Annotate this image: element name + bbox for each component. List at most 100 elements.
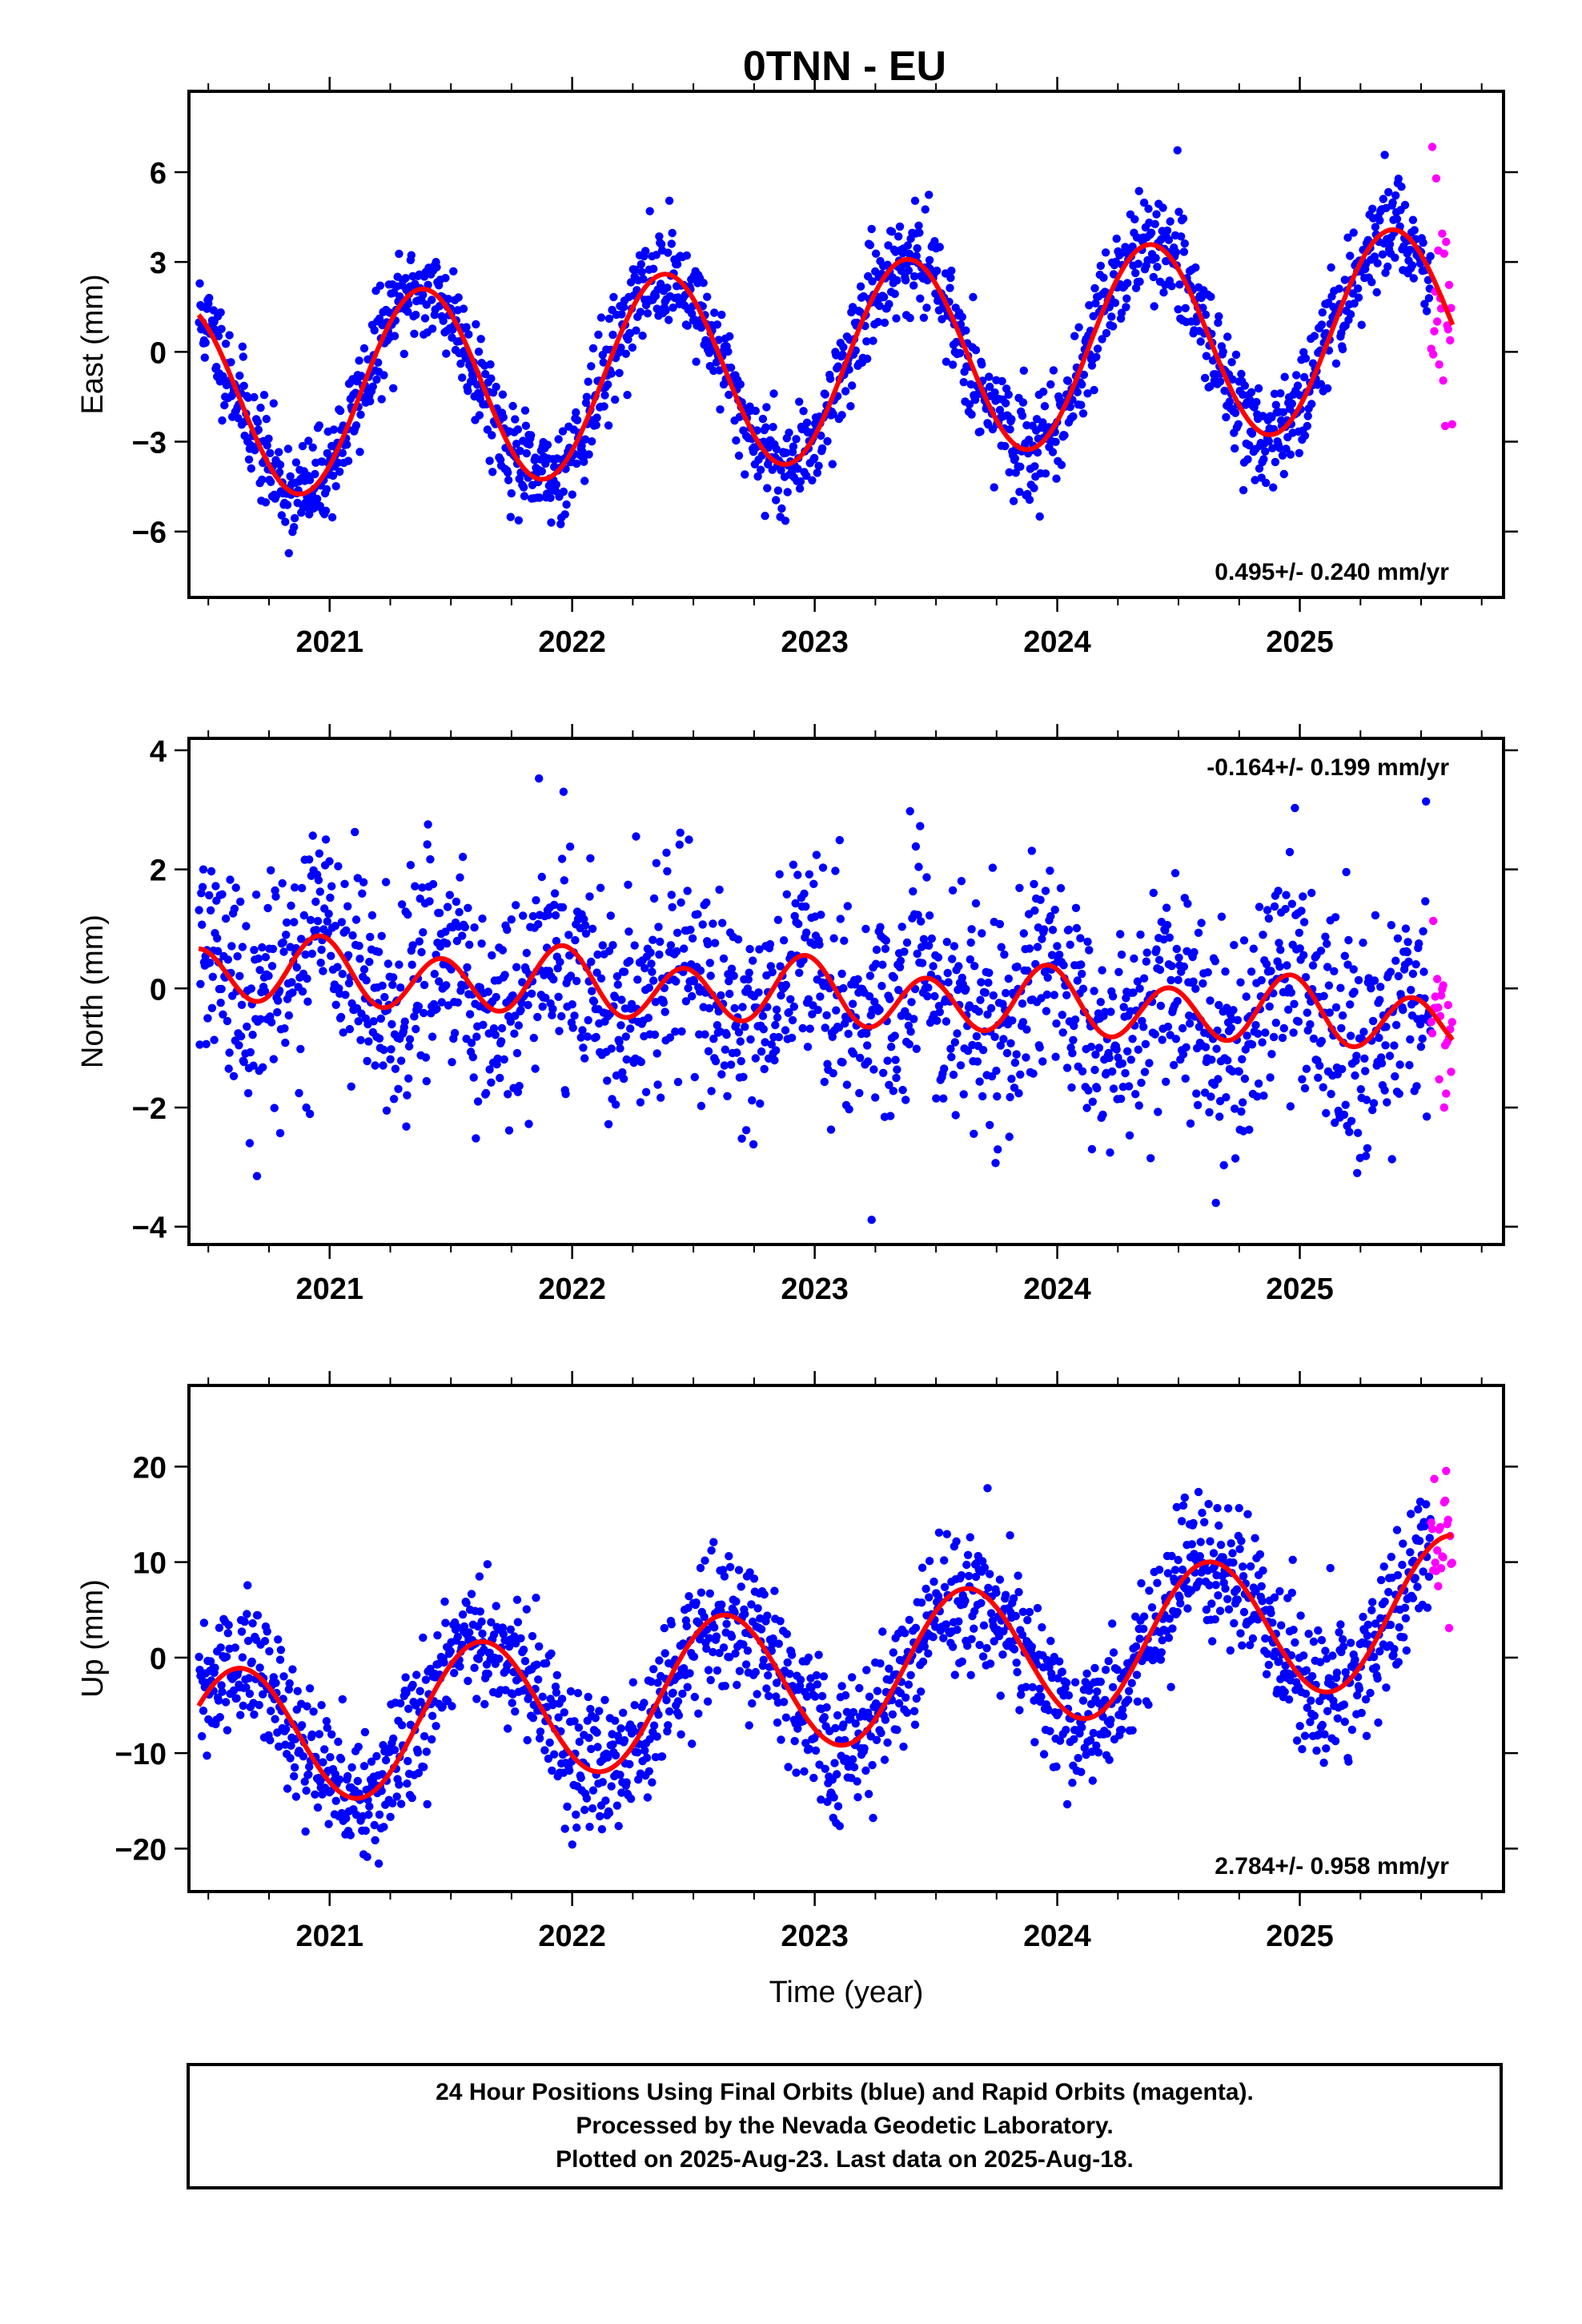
- data-point: [1215, 1606, 1225, 1615]
- data-point: [1391, 956, 1400, 965]
- data-point: [1146, 1154, 1155, 1163]
- data-point: [1395, 1089, 1403, 1099]
- data-point: [355, 448, 364, 456]
- data-point: [500, 1055, 508, 1064]
- data-point: [1383, 1098, 1391, 1107]
- data-point: [990, 483, 998, 492]
- data-point: [273, 1007, 282, 1017]
- data-point: [579, 1043, 588, 1052]
- data-point: [1327, 263, 1335, 272]
- data-point: [917, 1598, 926, 1607]
- data-point: [198, 920, 207, 929]
- data-point: [1325, 1008, 1335, 1017]
- data-point: [487, 1078, 496, 1088]
- data-point: [537, 872, 546, 882]
- data-point: [1152, 210, 1161, 219]
- data-point: [1427, 143, 1437, 151]
- data-point: [326, 1753, 335, 1762]
- data-point: [290, 883, 299, 892]
- data-point: [487, 1618, 496, 1626]
- data-point: [767, 1040, 776, 1049]
- data-point: [544, 1754, 553, 1763]
- data-point: [223, 1629, 232, 1638]
- data-point: [1419, 927, 1427, 936]
- data-point: [665, 316, 673, 324]
- data-point: [597, 1825, 607, 1834]
- data-point: [694, 1709, 703, 1718]
- data-point: [267, 962, 277, 971]
- data-point: [909, 281, 918, 290]
- data-point: [1245, 1125, 1254, 1134]
- data-point: [975, 1077, 984, 1086]
- data-point: [883, 1056, 892, 1065]
- data-point: [1391, 1072, 1399, 1081]
- data-point: [977, 978, 986, 987]
- data-point: [1132, 1671, 1142, 1679]
- data-point: [611, 395, 620, 404]
- data-point: [392, 1792, 401, 1801]
- data-point: [973, 1057, 982, 1066]
- data-point: [865, 991, 874, 1001]
- data-point: [1207, 1055, 1216, 1064]
- data-point: [1164, 235, 1174, 244]
- data-point: [1375, 1033, 1383, 1043]
- data-point: [1006, 425, 1014, 434]
- data-point: [1265, 1002, 1274, 1011]
- data-point: [322, 485, 331, 494]
- data-point: [731, 1649, 740, 1658]
- data-point: [302, 1103, 311, 1112]
- data-point: [698, 920, 707, 929]
- data-point: [913, 243, 921, 253]
- data-point: [199, 1618, 209, 1627]
- data-point: [379, 1045, 388, 1055]
- data-point: [667, 891, 676, 899]
- data-point: [585, 892, 594, 901]
- data-point: [1106, 1715, 1115, 1724]
- data-point: [789, 860, 798, 870]
- data-point: [1191, 984, 1200, 993]
- data-point: [652, 251, 661, 259]
- data-point: [520, 406, 530, 415]
- data-point: [286, 1754, 295, 1763]
- data-point: [1336, 983, 1345, 992]
- data-point: [1053, 942, 1062, 951]
- data-point: [1150, 1646, 1159, 1655]
- data-point: [1390, 1041, 1399, 1050]
- data-point: [753, 1690, 761, 1699]
- data-point: [266, 448, 275, 457]
- data-point: [428, 1032, 437, 1041]
- data-point: [1181, 1074, 1190, 1084]
- data-point: [387, 1045, 396, 1054]
- data-point: [291, 458, 301, 467]
- data-point: [1208, 1637, 1217, 1646]
- data-point: [467, 1039, 476, 1047]
- data-point: [331, 1000, 340, 1010]
- data-point: [263, 1627, 271, 1636]
- data-point: [1367, 278, 1376, 287]
- data-point: [343, 951, 353, 960]
- data-point: [878, 960, 887, 969]
- data-point: [1131, 268, 1140, 278]
- data-point: [1447, 1068, 1456, 1076]
- data-point: [725, 1562, 735, 1572]
- data-point: [1367, 984, 1375, 993]
- data-point: [810, 1692, 820, 1701]
- data-point: [1083, 937, 1092, 947]
- data-point: [275, 448, 283, 456]
- data-point: [833, 1770, 841, 1779]
- data-point: [855, 1683, 864, 1693]
- data-point: [489, 1024, 499, 1033]
- data-point: [1012, 1659, 1021, 1667]
- data-point: [769, 1634, 777, 1643]
- data-point: [661, 1007, 669, 1016]
- data-point: [1134, 1101, 1143, 1110]
- data-point: [290, 1763, 299, 1772]
- data-point: [951, 1111, 960, 1120]
- data-point: [199, 865, 208, 874]
- data-point: [1233, 1595, 1243, 1604]
- data-point: [1240, 1074, 1250, 1084]
- data-point: [1259, 1566, 1267, 1575]
- data-point: [1267, 1050, 1276, 1059]
- data-point: [1253, 1092, 1262, 1101]
- data-point: [673, 928, 682, 938]
